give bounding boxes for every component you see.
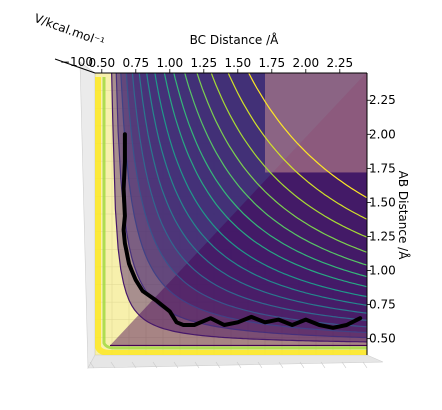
contour-line — [125, 73, 367, 328]
contour-line — [163, 73, 367, 288]
repulsive-wall-contours — [95, 77, 367, 355]
contour-line — [173, 73, 367, 278]
high-energy-region — [265, 73, 367, 173]
y-tick-label: 1.50 — [369, 195, 396, 209]
gridline — [320, 361, 326, 369]
contour-line — [138, 73, 367, 314]
x-tick-label: 2.25 — [326, 56, 353, 70]
z-axis-label: V/kcal.mol⁻¹ — [32, 11, 106, 49]
contour-line — [227, 73, 367, 220]
y-axis-label: AB Distance /Å — [396, 171, 411, 261]
gridline — [278, 361, 284, 369]
contour-line — [154, 73, 367, 298]
y-tick-labels: 0.50 0.75 1.00 1.25 1.50 1.75 2.00 2.25 — [367, 93, 396, 346]
x-tick-label: 0.75 — [122, 56, 149, 70]
z-axis-spine — [54, 58, 96, 74]
y-tick-label: 1.00 — [369, 264, 396, 278]
x-axis-label: BC Distance /Å — [190, 32, 280, 47]
contour-line — [196, 73, 367, 253]
gridline — [362, 361, 368, 369]
x-tick-label: 0.50 — [88, 56, 115, 70]
contour-line — [131, 73, 367, 321]
y-tick-label: 1.25 — [369, 229, 396, 243]
contour-line — [146, 73, 367, 306]
trajectory-line — [121, 132, 363, 330]
x-tick-label: 1.00 — [156, 56, 183, 70]
contour-line — [248, 73, 367, 199]
floor-pane — [87, 354, 384, 369]
gridline — [299, 361, 305, 369]
x-tick-label: 2.00 — [292, 56, 319, 70]
contour-line — [210, 73, 367, 238]
x-tick-label: 1.75 — [258, 56, 285, 70]
gridline — [152, 361, 158, 369]
gridline — [194, 361, 200, 369]
contour-line — [184, 73, 367, 266]
y-tick-label: 2.00 — [369, 127, 396, 141]
gridline — [341, 361, 347, 369]
gridline — [236, 361, 242, 369]
gridline — [257, 361, 263, 369]
y-tick-label: 1.75 — [369, 161, 396, 175]
contour-line — [111, 73, 367, 343]
y-tick-label: 0.75 — [369, 298, 396, 312]
z-tick-label: −100 — [60, 55, 93, 69]
gridline — [110, 361, 116, 369]
contour-lines — [95, 73, 367, 355]
gridline — [215, 361, 221, 369]
y-tick-label: 0.50 — [369, 332, 396, 346]
gridline — [173, 361, 179, 369]
x-tick-label: 1.25 — [190, 56, 217, 70]
repulsive-wall-contours — [102, 77, 367, 350]
left-pane — [79, 61, 96, 370]
x-tick-label: 1.50 — [224, 56, 251, 70]
y-tick-label: 2.25 — [369, 93, 396, 107]
gridline — [89, 361, 95, 369]
gridline — [131, 361, 137, 369]
x-tick-labels: 0.50 0.75 1.00 1.25 1.50 1.75 2.00 2.25 — [88, 56, 353, 73]
